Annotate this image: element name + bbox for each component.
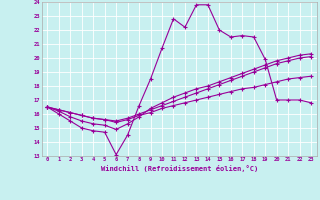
X-axis label: Windchill (Refroidissement éolien,°C): Windchill (Refroidissement éolien,°C): [100, 165, 258, 172]
